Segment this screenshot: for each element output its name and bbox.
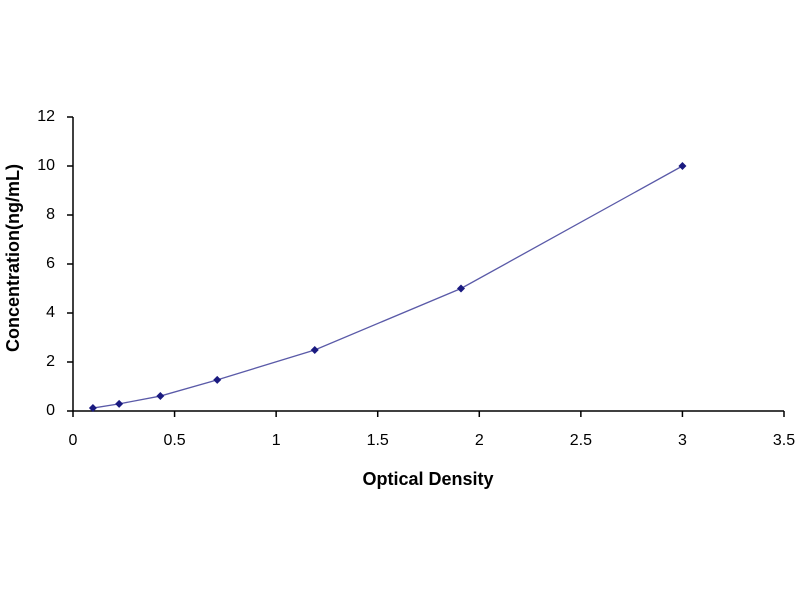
x-tick-label: 1 xyxy=(272,432,281,449)
y-tick-label: 10 xyxy=(37,157,55,174)
y-axis-title: Concentration(ng/mL) xyxy=(3,164,23,352)
x-tick-label: 0 xyxy=(69,432,78,449)
point xyxy=(213,375,222,384)
x-axis-title: Optical Density xyxy=(362,469,493,489)
x-tick-label: 2.5 xyxy=(570,432,592,449)
point xyxy=(457,284,466,293)
y-tick-label: 2 xyxy=(46,353,55,370)
point xyxy=(115,399,124,408)
fit-line xyxy=(92,165,683,409)
x-tick-label: 3.5 xyxy=(773,432,795,449)
point xyxy=(310,345,319,354)
point xyxy=(88,404,97,413)
x-tick-label: 1.5 xyxy=(367,432,389,449)
x-tick-label: 2 xyxy=(475,432,484,449)
y-tick-label: 4 xyxy=(46,304,55,321)
x-tick-label: 0.5 xyxy=(163,432,185,449)
point xyxy=(156,392,165,401)
y-tick-label: 12 xyxy=(37,108,55,125)
point xyxy=(678,162,687,170)
y-tick-label: 0 xyxy=(46,402,55,419)
x-tick-label: 3 xyxy=(678,432,687,449)
y-tick-label: 8 xyxy=(46,206,55,223)
y-tick-label: 6 xyxy=(46,255,55,272)
